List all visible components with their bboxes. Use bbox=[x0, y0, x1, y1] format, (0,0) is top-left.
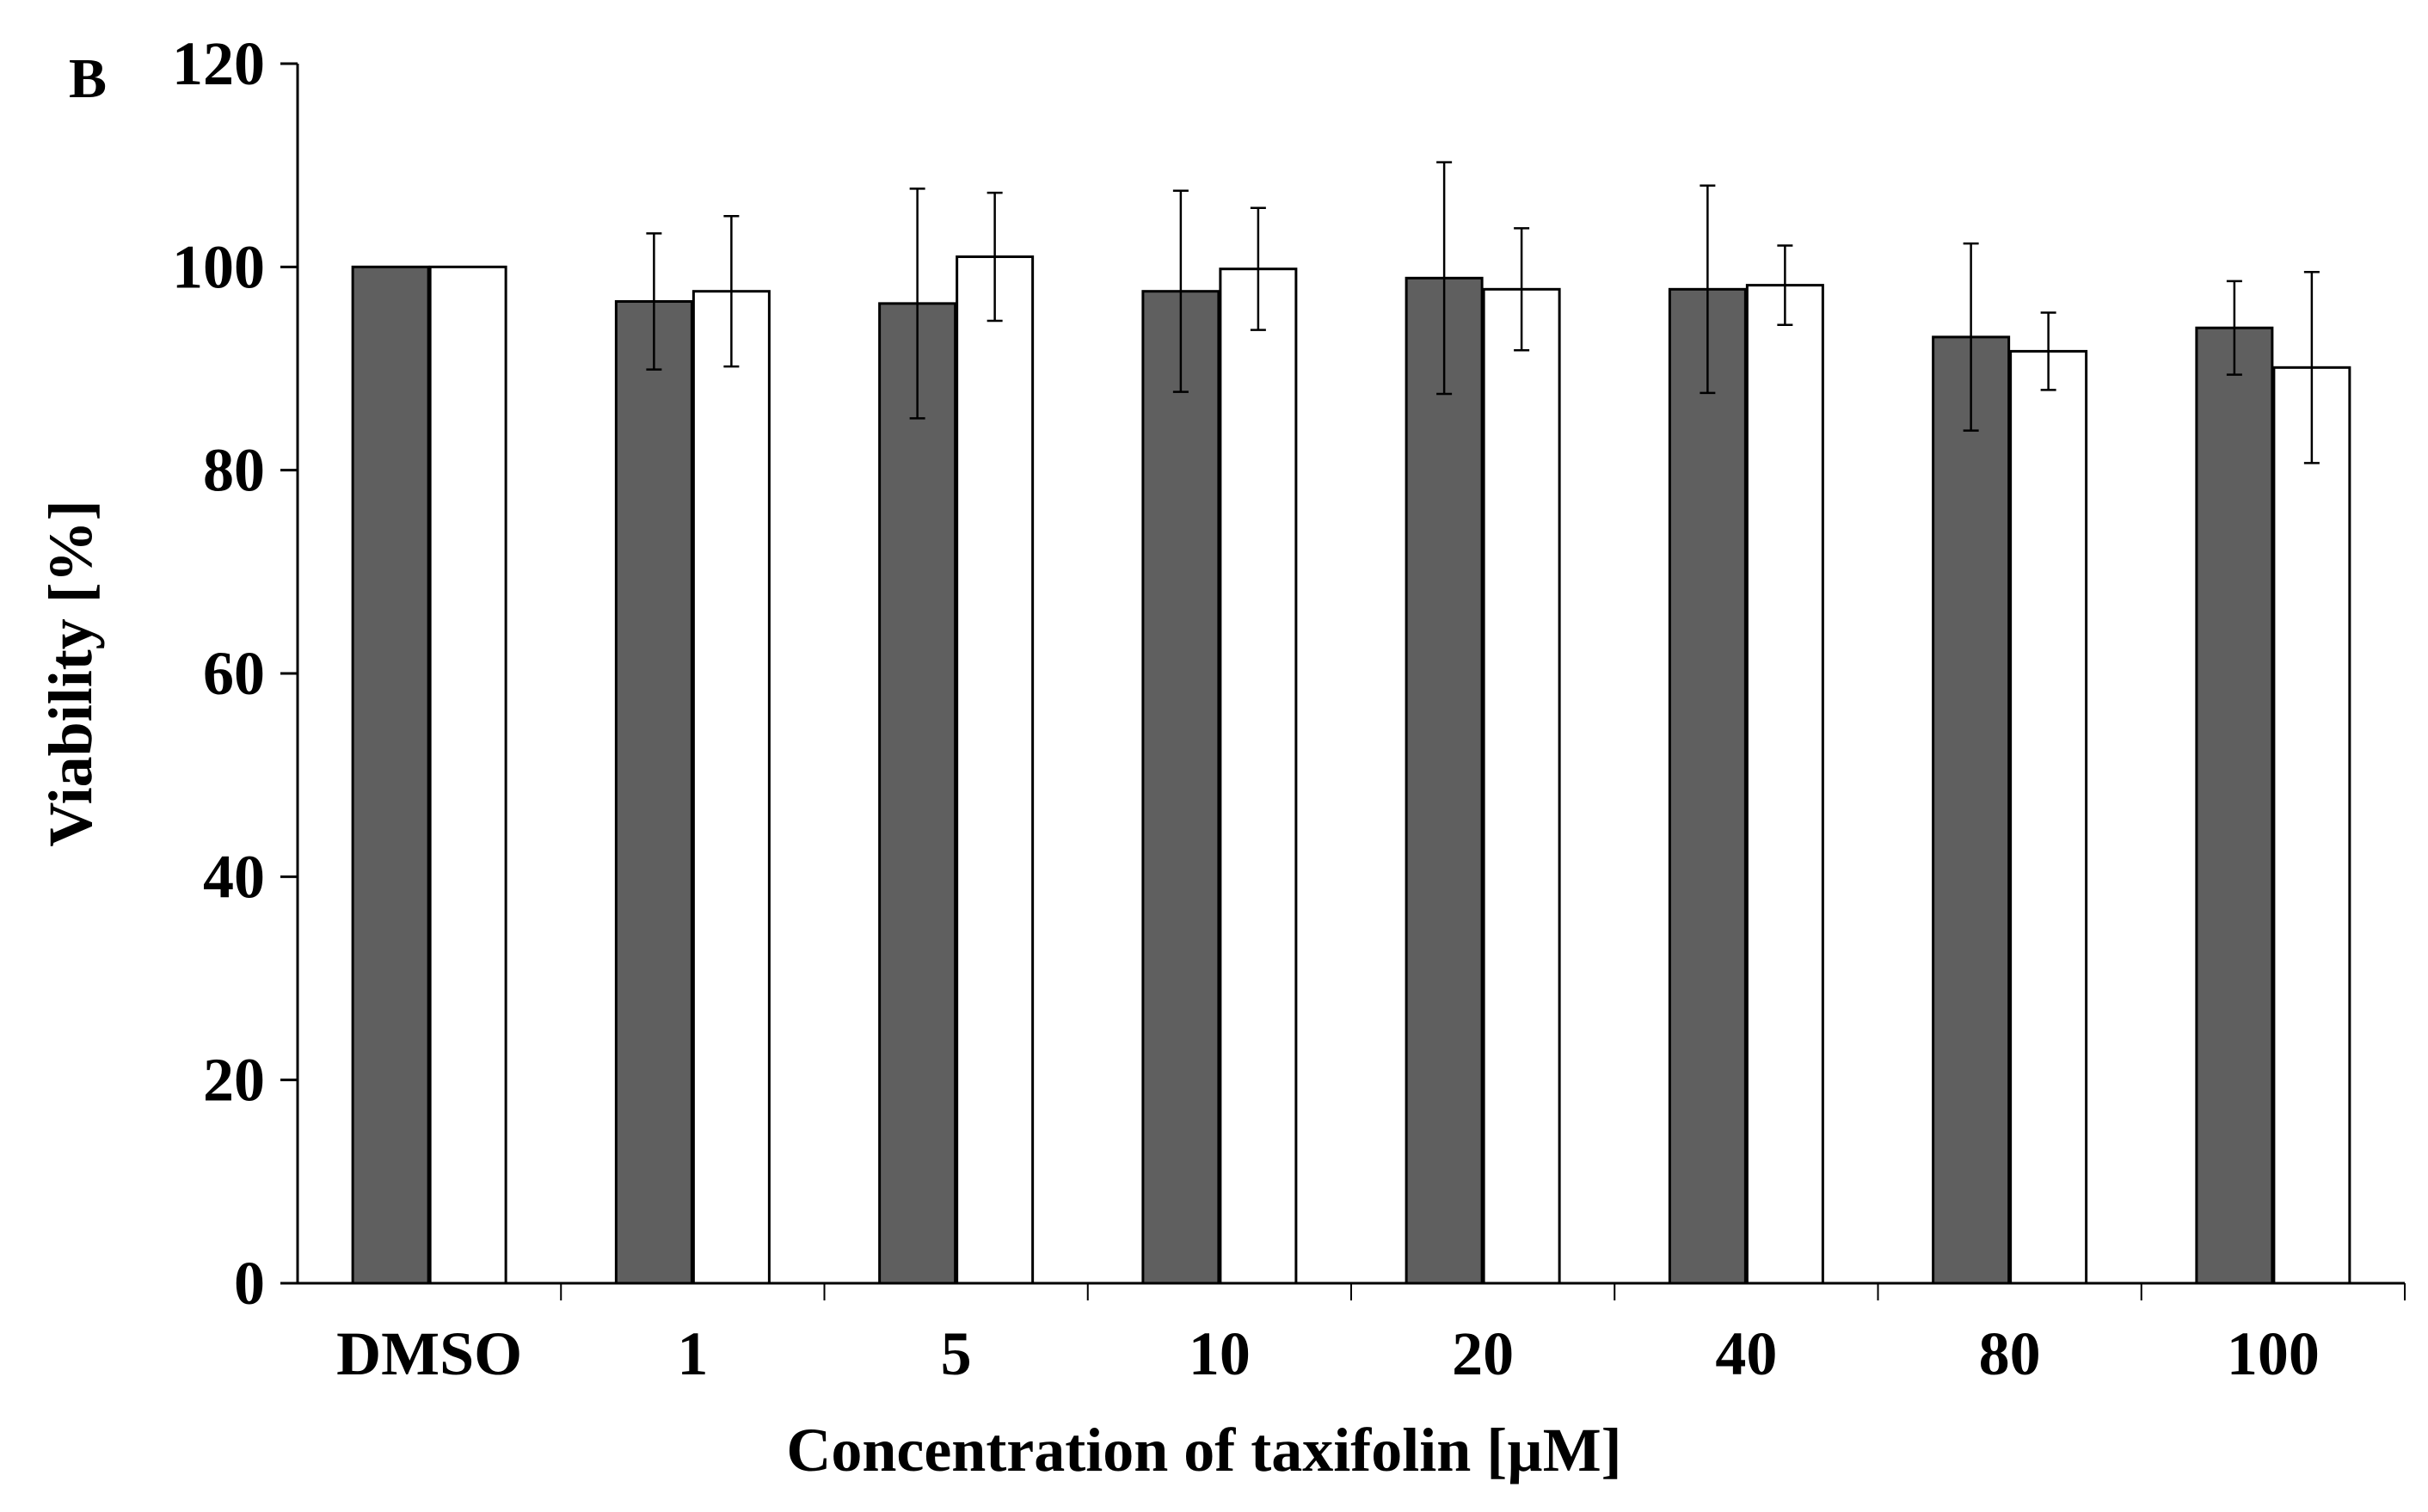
x-tick-labels: DMSO 1 5 10 20 40 80 100 bbox=[336, 1319, 2320, 1388]
bar-series-1-80 bbox=[1932, 335, 2011, 1285]
x-tick-label: 100 bbox=[2227, 1319, 2320, 1388]
x-tick-label: 10 bbox=[1189, 1319, 1251, 1388]
error-bar-series-2-100 bbox=[2303, 270, 2320, 464]
error-bar-series-2-10 bbox=[1250, 206, 1266, 331]
y-tick-labels: 0 20 40 60 80 100 120 bbox=[172, 29, 265, 1318]
y-tick-label: 100 bbox=[172, 232, 265, 301]
bar-series-1-100 bbox=[2195, 326, 2274, 1285]
y-tick-label: 60 bbox=[203, 639, 265, 708]
bar-series-1-40 bbox=[1668, 287, 1747, 1285]
error-bar-series-2-40 bbox=[1777, 244, 1793, 326]
bar-series bbox=[351, 255, 2351, 1285]
x-axis-title: Concentration of taxifolin [µM] bbox=[786, 1416, 1621, 1484]
y-tick-label: 20 bbox=[203, 1046, 265, 1115]
error-bar-series-2-1 bbox=[723, 215, 740, 368]
y-tick-label: 40 bbox=[203, 842, 265, 911]
bar-series-2-40 bbox=[1745, 284, 1824, 1285]
bar-series-2-5 bbox=[956, 255, 1035, 1285]
error-bar-series-1-10 bbox=[1172, 189, 1189, 393]
x-tick-label: 1 bbox=[677, 1319, 708, 1388]
bar-series-2-10 bbox=[1219, 267, 1298, 1285]
bar-series-2-20 bbox=[1482, 287, 1561, 1285]
bar-series-1-10 bbox=[1141, 290, 1220, 1285]
y-tick-label: 120 bbox=[172, 29, 265, 98]
y-tick-label: 80 bbox=[203, 436, 265, 505]
x-tick-label: 80 bbox=[1979, 1319, 2041, 1388]
error-bar-series-2-5 bbox=[987, 191, 1003, 323]
error-bar-series-1-80 bbox=[1963, 242, 1979, 432]
bar-series-2-80 bbox=[2009, 349, 2088, 1285]
error-bar-series-1-20 bbox=[1436, 161, 1453, 396]
bar-series-2-1 bbox=[692, 290, 771, 1285]
bar-series-2-100 bbox=[2272, 366, 2351, 1285]
y-axis-title: Viability [%] bbox=[36, 500, 105, 846]
error-bar-series-1-40 bbox=[1700, 184, 1716, 395]
bar-series-2-DMSO bbox=[428, 265, 507, 1285]
bar-series-1-5 bbox=[878, 302, 957, 1285]
x-tick-label: 20 bbox=[1452, 1319, 1514, 1388]
bar-series-1-20 bbox=[1405, 276, 1484, 1285]
x-axis-ticks bbox=[560, 1283, 2406, 1300]
error-bar-series-1-100 bbox=[2226, 280, 2242, 376]
error-bar-series-2-20 bbox=[1514, 227, 1530, 352]
bar-series-1-DMSO bbox=[351, 265, 430, 1285]
error-bars bbox=[646, 161, 2320, 464]
y-tick-label: 0 bbox=[234, 1249, 265, 1318]
x-tick-label: 40 bbox=[1715, 1319, 1777, 1388]
bar-series-1-1 bbox=[614, 300, 693, 1285]
x-tick-label: 5 bbox=[941, 1319, 972, 1388]
error-bar-series-1-5 bbox=[909, 187, 925, 420]
panel-label: B bbox=[69, 47, 107, 110]
x-tick-label: DMSO bbox=[336, 1319, 522, 1388]
y-axis-ticks bbox=[280, 62, 298, 1285]
error-bar-series-1-1 bbox=[646, 232, 662, 371]
error-bar-series-2-80 bbox=[2040, 311, 2056, 391]
